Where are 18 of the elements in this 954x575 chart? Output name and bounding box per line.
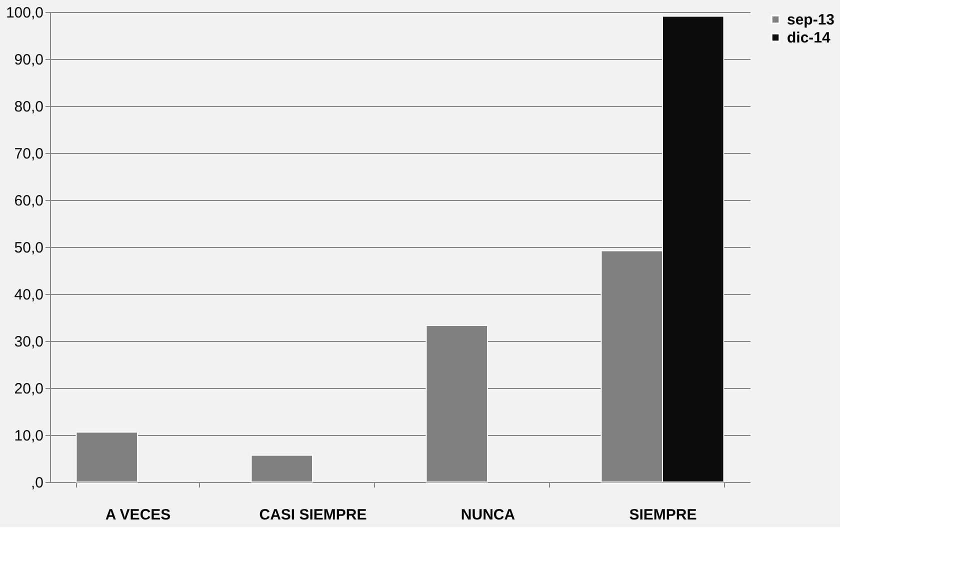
y-tick-label: 40,0	[14, 286, 44, 304]
y-tick-label: 50,0	[14, 240, 44, 256]
y-tick-label: 100,0	[6, 4, 44, 22]
x-tick-label: NUNCA	[460, 506, 516, 524]
y-tick-label: 30,0	[14, 334, 44, 350]
x-tick-label: A VECES	[105, 506, 171, 524]
y-tick-label: 10,0	[14, 428, 44, 444]
x-tick-label: CASI SIEMPRE	[259, 506, 367, 524]
y-tick-label: 90,0	[14, 52, 44, 68]
legend-label: sep-13	[787, 12, 835, 28]
bar	[250, 454, 313, 482]
y-tick-label: 80,0	[14, 98, 44, 116]
x-tick-label: SIEMPRE	[629, 506, 697, 524]
legend-label: dic-14	[787, 30, 832, 46]
y-tick-label: 60,0	[14, 192, 44, 210]
y-tick-label: ,0	[30, 474, 44, 492]
y-tick-label: 20,0	[14, 380, 44, 398]
y-tick-label: 70,0	[14, 146, 44, 162]
